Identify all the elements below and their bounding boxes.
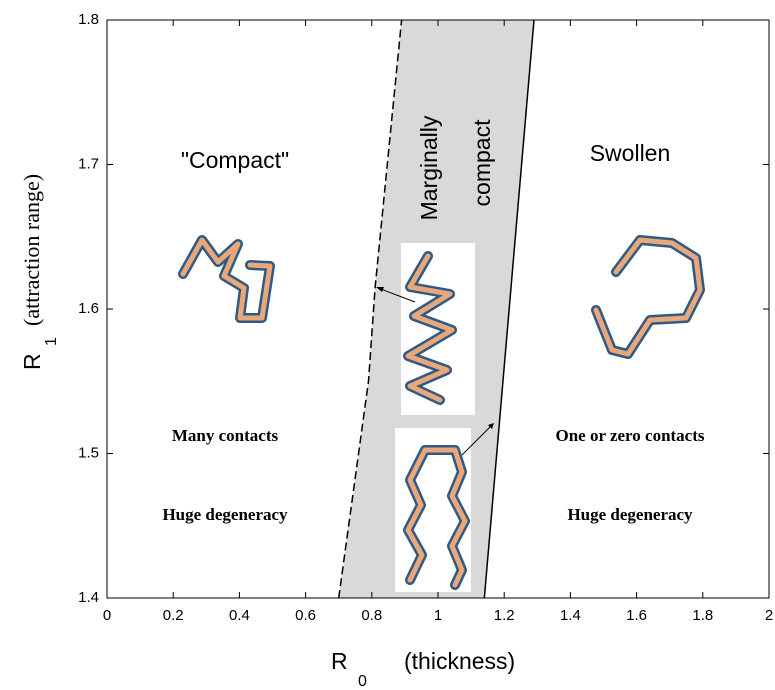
arrow-head — [376, 287, 384, 292]
x-tick-label: 1.4 — [560, 607, 581, 624]
y-tick-label: 1.6 — [78, 300, 99, 317]
annotation: compact — [469, 119, 495, 207]
annotation: "Compact" — [181, 147, 289, 173]
x-tick-label: 1 — [434, 607, 442, 624]
x-tick-label: 1.6 — [626, 607, 647, 624]
arrow-head — [488, 423, 494, 429]
annotation: One or zero contacts — [555, 426, 704, 445]
x-label: R — [331, 648, 348, 674]
x-tick-label: 0.4 — [229, 607, 250, 624]
x-label-sub: 0 — [358, 673, 367, 690]
x-tick-label: 0.8 — [361, 607, 382, 624]
x-label-note: (thickness) — [404, 648, 515, 674]
x-tick-label: 0.6 — [295, 607, 316, 624]
annotation: Huge degeneracy — [567, 505, 693, 524]
y-label: R — [19, 353, 45, 370]
arrow — [461, 424, 493, 456]
illustrations — [178, 235, 705, 592]
annotation: Many contacts — [172, 426, 279, 445]
x-tick-label: 2 — [765, 607, 773, 624]
annotation: Huge degeneracy — [162, 505, 288, 524]
boundary-line — [483, 19, 535, 599]
annotation: Swollen — [590, 140, 671, 166]
boundary-line — [337, 19, 403, 599]
y-tick-label: 1.8 — [78, 11, 99, 28]
y-label-sub: 1 — [43, 337, 60, 346]
x-tick-label: 0.2 — [163, 607, 184, 624]
annotation: Marginally — [416, 115, 442, 220]
arrow — [377, 287, 416, 303]
compact-chain — [178, 235, 275, 323]
y-label-note: (attraction range) — [19, 174, 44, 326]
y-tick-label: 1.5 — [78, 444, 99, 461]
y-tick-label: 1.4 — [78, 589, 99, 606]
swollen-chain — [591, 235, 705, 359]
x-tick-label: 1.2 — [494, 607, 515, 624]
hairpin-chain — [403, 445, 470, 590]
x-tick-label: 1.8 — [692, 607, 713, 624]
helix-chain — [403, 251, 457, 405]
x-tick-label: 0 — [103, 607, 111, 624]
y-tick-label: 1.7 — [78, 155, 99, 172]
